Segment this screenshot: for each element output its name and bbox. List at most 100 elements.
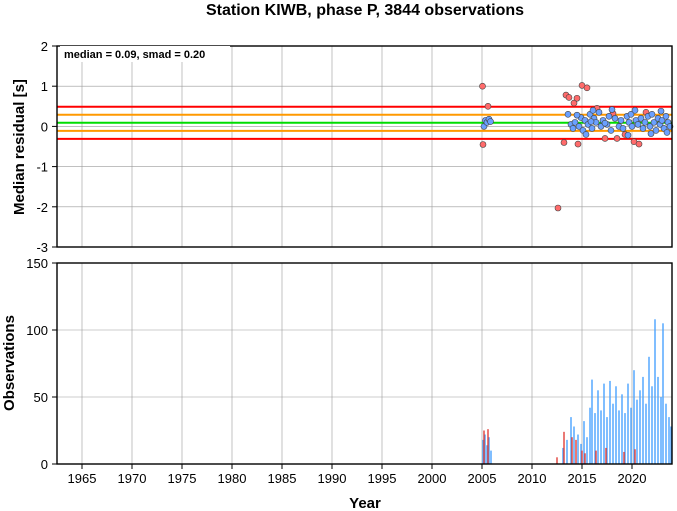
y-tick-label: 0 — [41, 457, 48, 472]
residual-point — [565, 94, 573, 101]
observation-bar — [595, 450, 597, 464]
residual-y-axis-label: Median residual [s] — [11, 79, 28, 215]
observation-bar — [668, 417, 670, 464]
observation-bar — [639, 390, 641, 464]
annotation-box — [60, 46, 230, 62]
residual-point — [573, 111, 581, 119]
observation-bar — [645, 403, 647, 464]
observation-bar — [665, 403, 667, 464]
observations-grid — [57, 262, 672, 465]
residual-point — [560, 139, 568, 146]
residual-point — [624, 131, 632, 139]
residual-point — [571, 119, 579, 126]
residual-point — [573, 94, 581, 102]
y-tick-label: -3 — [36, 240, 48, 255]
observation-bar — [634, 449, 636, 464]
observation-bar — [484, 434, 486, 464]
observation-bar — [566, 439, 568, 464]
observation-bar — [662, 323, 664, 464]
residual-point — [652, 127, 660, 134]
observation-bar — [623, 451, 625, 464]
residual-y-ticks: -3 -2 -1 0 1 2 — [36, 39, 57, 255]
observation-bar — [580, 443, 582, 464]
observations-bars — [482, 319, 672, 464]
observation-bar — [556, 457, 558, 464]
observation-bar — [670, 426, 672, 464]
residual-point — [608, 106, 616, 113]
observation-bar — [597, 390, 599, 464]
observation-bar — [633, 370, 635, 464]
observation-bar — [482, 439, 484, 464]
observation-bar — [651, 386, 653, 464]
residual-point — [650, 119, 658, 126]
residual-point — [617, 117, 625, 124]
observation-bar — [583, 421, 585, 464]
residual-point — [663, 129, 671, 136]
observation-bar — [581, 450, 583, 464]
residual-point — [587, 118, 595, 125]
residual-point — [639, 125, 647, 132]
observations-y-ticks: 0 50 100 150 — [26, 256, 57, 472]
x-tick-label: 2005 — [468, 471, 497, 486]
residual-point — [658, 117, 666, 124]
residual-reference-lines — [57, 105, 672, 140]
residual-point — [484, 103, 492, 110]
observation-bar — [621, 394, 623, 464]
residual-point — [605, 113, 613, 120]
residual-point — [641, 119, 649, 126]
residual-point — [662, 113, 670, 120]
x-tick-label: 2015 — [568, 471, 597, 486]
observation-bar — [486, 445, 488, 464]
residual-point — [648, 111, 656, 118]
observation-bar — [570, 417, 572, 464]
observation-bar — [624, 413, 626, 464]
year-x-axis-label: Year — [349, 495, 381, 511]
residual-point — [601, 119, 609, 127]
observation-bar — [642, 376, 644, 464]
residual-point — [646, 123, 654, 130]
observation-bar — [591, 379, 593, 464]
observation-bar — [488, 437, 490, 464]
observation-bar — [648, 356, 650, 464]
observation-bar — [586, 437, 588, 464]
y-tick-label: -2 — [36, 200, 48, 215]
residual-point — [569, 125, 577, 132]
residual-points — [479, 82, 674, 212]
observation-bar — [612, 403, 614, 464]
residual-plot-frame — [56, 45, 673, 248]
residual-point — [583, 84, 591, 92]
observation-bar — [660, 397, 662, 464]
residual-point — [611, 115, 619, 122]
observations-plot-frame — [56, 262, 673, 465]
observation-bar — [630, 407, 632, 464]
y-tick-label: -1 — [36, 160, 48, 175]
x-tick-label: 1975 — [168, 471, 197, 486]
x-tick-label: 2020 — [618, 471, 647, 486]
residual-point — [479, 141, 487, 148]
median-smad-annotation: median = 0.09, smad = 0.20 — [64, 49, 205, 61]
observation-bar — [571, 437, 573, 464]
y-tick-label: 0 — [41, 119, 48, 134]
y-tick-label: 50 — [34, 390, 48, 405]
residual-point — [631, 107, 639, 114]
y-tick-label: 2 — [41, 39, 48, 54]
residual-point — [554, 204, 562, 212]
observation-bar — [589, 407, 591, 464]
residual-point — [628, 123, 636, 130]
residual-point — [607, 127, 615, 134]
observation-bar — [562, 447, 564, 464]
residual-point — [637, 115, 645, 122]
x-tick-label: 1965 — [68, 471, 97, 486]
residual-point — [634, 121, 642, 128]
observation-bar — [594, 413, 596, 464]
year-x-ticks: 1965 1970 1975 1980 1985 1990 1995 2000 2005 2010… — [68, 464, 647, 486]
observation-bar — [609, 380, 611, 464]
residual-point — [588, 125, 596, 132]
observation-bar — [657, 376, 659, 464]
x-tick-label: 1985 — [268, 471, 297, 486]
residual-point — [582, 131, 590, 138]
observation-bar — [654, 319, 656, 464]
residual-point — [619, 125, 627, 132]
observation-bar — [603, 383, 605, 464]
